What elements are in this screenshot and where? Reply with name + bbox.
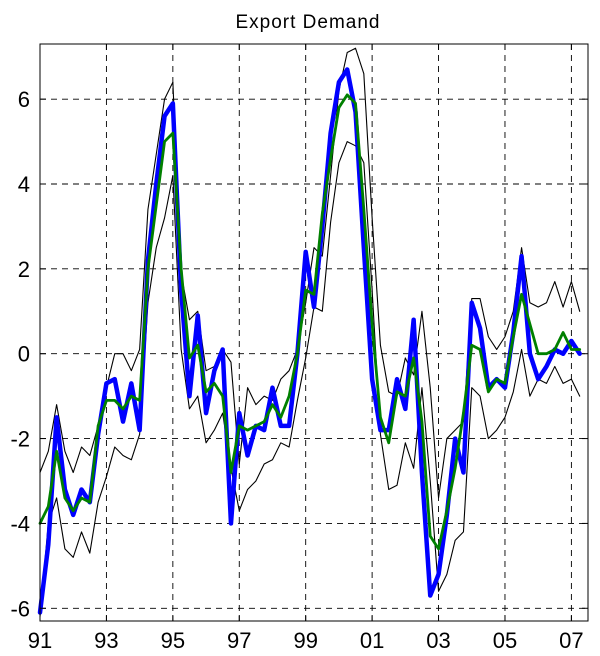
- y-tick-label: -2: [10, 427, 30, 452]
- y-tick-label: 2: [18, 257, 30, 282]
- y-tick-label: 6: [18, 87, 30, 112]
- y-tick-label: -6: [10, 596, 30, 621]
- y-axis-ticks: -6 -4 -2 0 2 4 6: [10, 87, 588, 621]
- x-tick-label: 03: [426, 628, 450, 653]
- x-axis-ticks: 91 93 95 97 99 01 03 05 07: [28, 44, 584, 653]
- x-tick-label: 95: [161, 628, 185, 653]
- x-tick-label: 07: [559, 628, 583, 653]
- series-line-estimate-blue: [37, 67, 582, 615]
- x-tick-label: 01: [360, 628, 384, 653]
- plot-frame: [39, 43, 589, 622]
- y-tick-label: 0: [18, 342, 30, 367]
- series-line-lower-band: [39, 141, 581, 618]
- series-layer: [37, 47, 582, 618]
- x-tick-label: 97: [227, 628, 251, 653]
- y-tick-label: -4: [10, 511, 30, 536]
- x-tick-label: 91: [28, 628, 52, 653]
- x-tick-label: 99: [293, 628, 317, 653]
- chart-title: Export Demand: [235, 12, 380, 33]
- x-tick-label: 93: [94, 628, 118, 653]
- x-tick-label: 05: [493, 628, 517, 653]
- series-line-estimate-green: [38, 93, 582, 551]
- y-tick-label: 4: [18, 172, 30, 197]
